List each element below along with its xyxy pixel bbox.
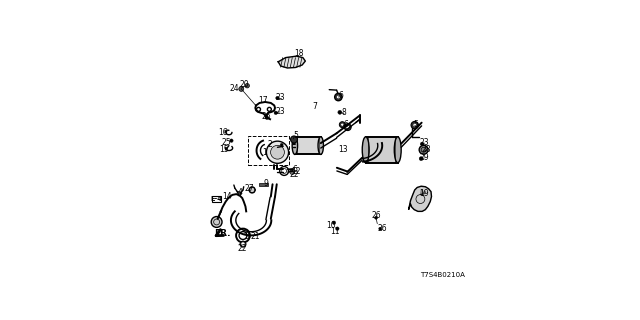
Text: 17: 17	[258, 96, 268, 105]
Circle shape	[239, 86, 244, 92]
Circle shape	[379, 227, 381, 230]
Text: 15: 15	[220, 145, 229, 154]
Ellipse shape	[362, 137, 369, 163]
Circle shape	[230, 139, 233, 142]
Circle shape	[266, 141, 289, 163]
Text: 29: 29	[420, 153, 429, 163]
Bar	[259, 183, 268, 186]
Text: 16: 16	[218, 128, 227, 137]
Circle shape	[346, 125, 349, 129]
Ellipse shape	[394, 137, 401, 163]
Text: 8: 8	[342, 108, 346, 117]
Text: 10: 10	[326, 221, 336, 230]
Text: 7: 7	[312, 102, 317, 111]
Text: 25: 25	[221, 138, 231, 147]
Text: 27: 27	[245, 184, 255, 193]
Bar	[295, 137, 321, 155]
Text: E-4: E-4	[211, 196, 222, 202]
Circle shape	[265, 116, 269, 119]
Circle shape	[274, 111, 278, 115]
Circle shape	[339, 122, 345, 128]
Circle shape	[335, 227, 339, 230]
Bar	[212, 196, 221, 202]
Circle shape	[419, 157, 423, 161]
Circle shape	[419, 145, 428, 154]
Text: 28: 28	[421, 145, 431, 154]
Circle shape	[341, 123, 344, 126]
Text: 19: 19	[419, 188, 428, 198]
Text: 21: 21	[251, 231, 260, 241]
Ellipse shape	[292, 137, 298, 155]
Circle shape	[338, 110, 342, 114]
Circle shape	[245, 84, 250, 88]
Circle shape	[240, 241, 246, 247]
Text: 3: 3	[244, 232, 250, 241]
Text: 9: 9	[264, 179, 268, 188]
Text: 22: 22	[289, 170, 299, 179]
Text: 12: 12	[291, 167, 300, 176]
Text: 14: 14	[223, 192, 232, 201]
Text: 1: 1	[262, 148, 267, 157]
Circle shape	[241, 243, 244, 246]
Text: 6: 6	[339, 91, 343, 100]
Circle shape	[332, 221, 335, 224]
Text: 26: 26	[378, 224, 387, 233]
Circle shape	[420, 142, 424, 146]
Text: 23: 23	[276, 92, 285, 101]
Text: 6: 6	[344, 120, 349, 129]
Bar	[365, 137, 397, 163]
Ellipse shape	[318, 137, 323, 155]
Circle shape	[344, 124, 351, 131]
Text: 5: 5	[293, 131, 298, 140]
Circle shape	[413, 124, 417, 127]
Bar	[248, 136, 289, 164]
Circle shape	[271, 145, 284, 159]
Polygon shape	[278, 56, 305, 68]
Text: 5: 5	[414, 120, 419, 129]
Circle shape	[249, 187, 255, 193]
Text: 2: 2	[268, 140, 273, 149]
Circle shape	[276, 96, 279, 100]
Circle shape	[291, 136, 298, 143]
Text: 18: 18	[294, 49, 303, 58]
Polygon shape	[409, 186, 431, 212]
Text: 26: 26	[372, 211, 381, 220]
Circle shape	[280, 143, 283, 146]
Circle shape	[337, 95, 340, 99]
Circle shape	[335, 93, 342, 101]
Text: T7S4B0210A: T7S4B0210A	[420, 272, 465, 278]
Text: 26: 26	[261, 112, 271, 121]
Text: 11: 11	[330, 227, 340, 236]
Circle shape	[290, 170, 295, 174]
Circle shape	[374, 216, 378, 219]
Text: 23: 23	[420, 138, 429, 147]
Text: FR.: FR.	[214, 229, 231, 238]
Text: 4: 4	[238, 188, 243, 197]
Text: 13: 13	[339, 145, 348, 154]
Text: 24: 24	[229, 84, 239, 93]
Text: 20: 20	[240, 80, 250, 89]
Circle shape	[211, 217, 222, 228]
Text: 6: 6	[292, 165, 297, 174]
Circle shape	[411, 121, 419, 129]
Text: 23: 23	[275, 107, 285, 116]
Text: 22: 22	[237, 244, 246, 253]
